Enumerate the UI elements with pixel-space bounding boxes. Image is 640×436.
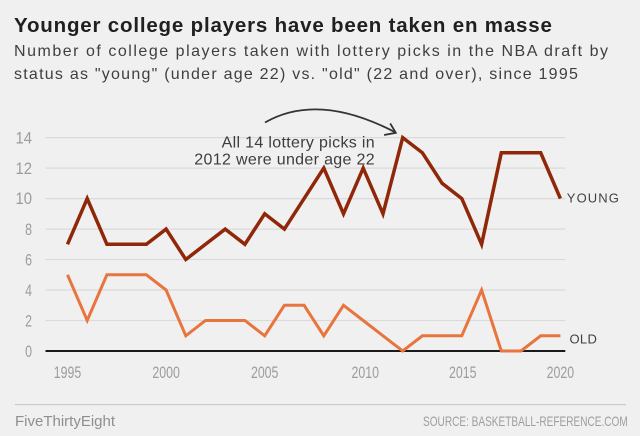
svg-text:10: 10 <box>16 190 33 208</box>
svg-text:0: 0 <box>25 343 32 361</box>
svg-text:12: 12 <box>16 160 33 178</box>
svg-text:4: 4 <box>25 282 32 300</box>
svg-text:8: 8 <box>25 221 32 239</box>
svg-text:1995: 1995 <box>54 364 82 382</box>
svg-text:OLD: OLD <box>570 331 598 346</box>
svg-text:2012 were under age 22: 2012 were under age 22 <box>194 152 375 169</box>
svg-text:2000: 2000 <box>152 364 180 382</box>
svg-text:YOUNG: YOUNG <box>567 191 620 206</box>
svg-text:14: 14 <box>16 129 33 147</box>
svg-text:2020: 2020 <box>547 364 575 382</box>
svg-text:2: 2 <box>25 312 32 330</box>
svg-text:6: 6 <box>25 251 32 269</box>
svg-text:2005: 2005 <box>251 364 279 382</box>
svg-text:2010: 2010 <box>352 364 380 382</box>
svg-text:2015: 2015 <box>449 364 477 382</box>
svg-text:All 14 lottery picks in: All 14 lottery picks in <box>222 134 375 151</box>
